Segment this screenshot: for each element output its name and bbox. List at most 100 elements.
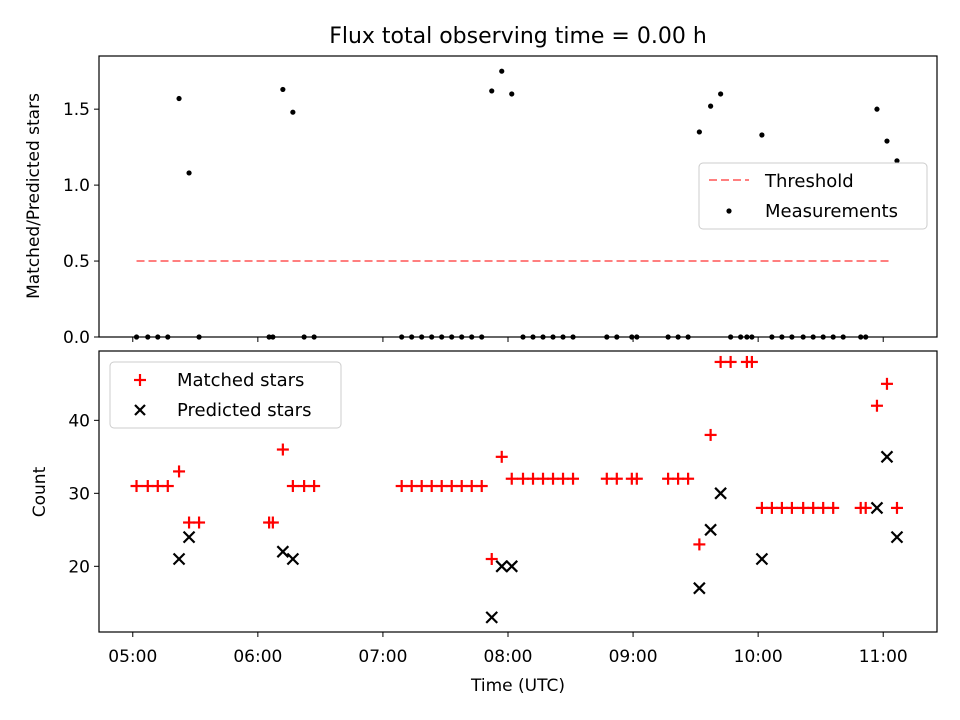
matched-star-point xyxy=(425,480,438,493)
matched-star-point xyxy=(495,450,508,463)
predicted-star-point xyxy=(505,560,519,573)
matched-star-point xyxy=(567,472,580,485)
measurement-point xyxy=(874,106,880,112)
matched-star-point xyxy=(161,480,174,493)
matched-star-point xyxy=(859,501,872,514)
predicted-star-point xyxy=(172,552,186,566)
predicted-star-stroke xyxy=(755,552,769,566)
top-y-tick-label: 1.0 xyxy=(63,176,90,196)
predicted-star-stroke xyxy=(714,487,727,500)
legend-predicted-swatch xyxy=(134,404,146,416)
matched-star-point xyxy=(527,472,540,485)
matched-star-point xyxy=(537,472,550,485)
matched-star-point xyxy=(455,480,468,493)
matched-star-point xyxy=(672,472,685,485)
matched-star-point xyxy=(827,501,840,514)
predicted-star-stroke xyxy=(880,450,894,464)
bottom-x-axis-label: Time (UTC) xyxy=(470,676,565,696)
predicted-star-point xyxy=(286,552,300,566)
top-y-axis-label: Matched/Predicted stars xyxy=(24,93,44,299)
matched-star-point xyxy=(435,480,448,493)
measurement-point xyxy=(290,109,296,115)
matched-star-point xyxy=(755,501,768,514)
matched-star-point xyxy=(266,516,279,529)
matched-star-point xyxy=(870,399,883,412)
matched-star-point xyxy=(465,480,478,493)
predicted-star-point xyxy=(880,450,894,464)
bottom-plot-area: 20 30 40 05:00 06:00 07:00 08:00 09:00 10:00 11:0… xyxy=(68,355,908,667)
predicted-star-point xyxy=(755,552,769,566)
bottom-x-tick-label: 06:00 xyxy=(233,647,282,667)
matched-star-point xyxy=(445,480,458,493)
bottom-x-tick-label: 08:00 xyxy=(483,647,532,667)
predicted-star-stroke xyxy=(693,581,706,595)
matched-star-point xyxy=(693,538,706,551)
matched-star-point xyxy=(704,428,717,441)
legend-measurements-swatch xyxy=(726,208,732,214)
top-y-tick-label: 1.5 xyxy=(63,100,90,120)
measurement-point xyxy=(718,91,724,97)
matched-star-point xyxy=(600,472,613,485)
matched-star-point xyxy=(682,472,695,485)
matched-star-point xyxy=(298,480,311,493)
matched-star-point xyxy=(880,377,893,390)
matched-star-point xyxy=(183,516,196,529)
matched-star-point xyxy=(797,501,810,514)
predicted-star-stroke xyxy=(182,530,196,544)
matched-star-point xyxy=(662,472,675,485)
bottom-x-tick-label: 07:00 xyxy=(358,647,407,667)
top-legend-box xyxy=(698,162,928,230)
bottom-y-tick-label: 30 xyxy=(68,484,90,504)
matched-star-point xyxy=(405,480,418,493)
predicted-star-point xyxy=(870,501,884,515)
bottom-x-tick-label: 09:00 xyxy=(609,647,658,667)
bottom-x-tick-label: 11:00 xyxy=(859,647,908,667)
measurement-point xyxy=(759,132,765,138)
bottom-y-axis-label: Count xyxy=(30,466,50,517)
matched-star-point xyxy=(610,472,623,485)
predicted-star-point xyxy=(485,611,499,624)
predicted-star-point xyxy=(704,523,717,537)
measurement-point xyxy=(708,103,714,109)
matched-star-point xyxy=(193,516,206,529)
predicted-star-stroke xyxy=(276,545,290,558)
matched-star-point xyxy=(276,443,289,456)
matched-star-point xyxy=(286,480,299,493)
measurement-point xyxy=(509,91,515,97)
measurement-point xyxy=(280,86,286,93)
matched-star-point xyxy=(745,355,758,368)
matched-star-point xyxy=(505,472,518,485)
legend-threshold-label: Threshold xyxy=(764,171,854,192)
measurement-point xyxy=(894,158,900,164)
matched-star-point xyxy=(714,355,727,368)
top-chart-title: Flux total observing time = 0.00 h xyxy=(329,24,707,49)
matched-star-point xyxy=(415,480,428,493)
matched-star-point xyxy=(151,480,164,493)
matched-star-point xyxy=(807,501,820,514)
matched-star-point xyxy=(485,553,498,566)
predicted-star-stroke xyxy=(172,552,186,566)
matched-star-point xyxy=(785,501,798,514)
bottom-plot-frame xyxy=(98,350,938,633)
matched-star-point xyxy=(130,480,143,493)
matched-star-point xyxy=(517,472,530,485)
matched-star-point xyxy=(765,501,778,514)
matched-star-point xyxy=(547,472,560,485)
matched-star-point xyxy=(817,501,830,514)
measurement-point xyxy=(499,68,505,74)
measurement-point xyxy=(186,170,192,176)
bottom-y-tick-label: 20 xyxy=(68,557,90,577)
top-plot-frame xyxy=(98,55,938,338)
matched-star-point xyxy=(630,472,643,485)
matched-star-point xyxy=(724,355,737,368)
predicted-star-point xyxy=(890,530,904,544)
legend-matched-label: Matched stars xyxy=(177,370,304,391)
measurement-point xyxy=(489,88,495,94)
top-legend: Threshold Measurements xyxy=(698,162,928,230)
bottom-legend-box xyxy=(109,361,342,429)
measurement-point xyxy=(696,129,702,135)
predicted-star-stroke xyxy=(286,552,300,566)
measurement-point xyxy=(176,95,182,102)
